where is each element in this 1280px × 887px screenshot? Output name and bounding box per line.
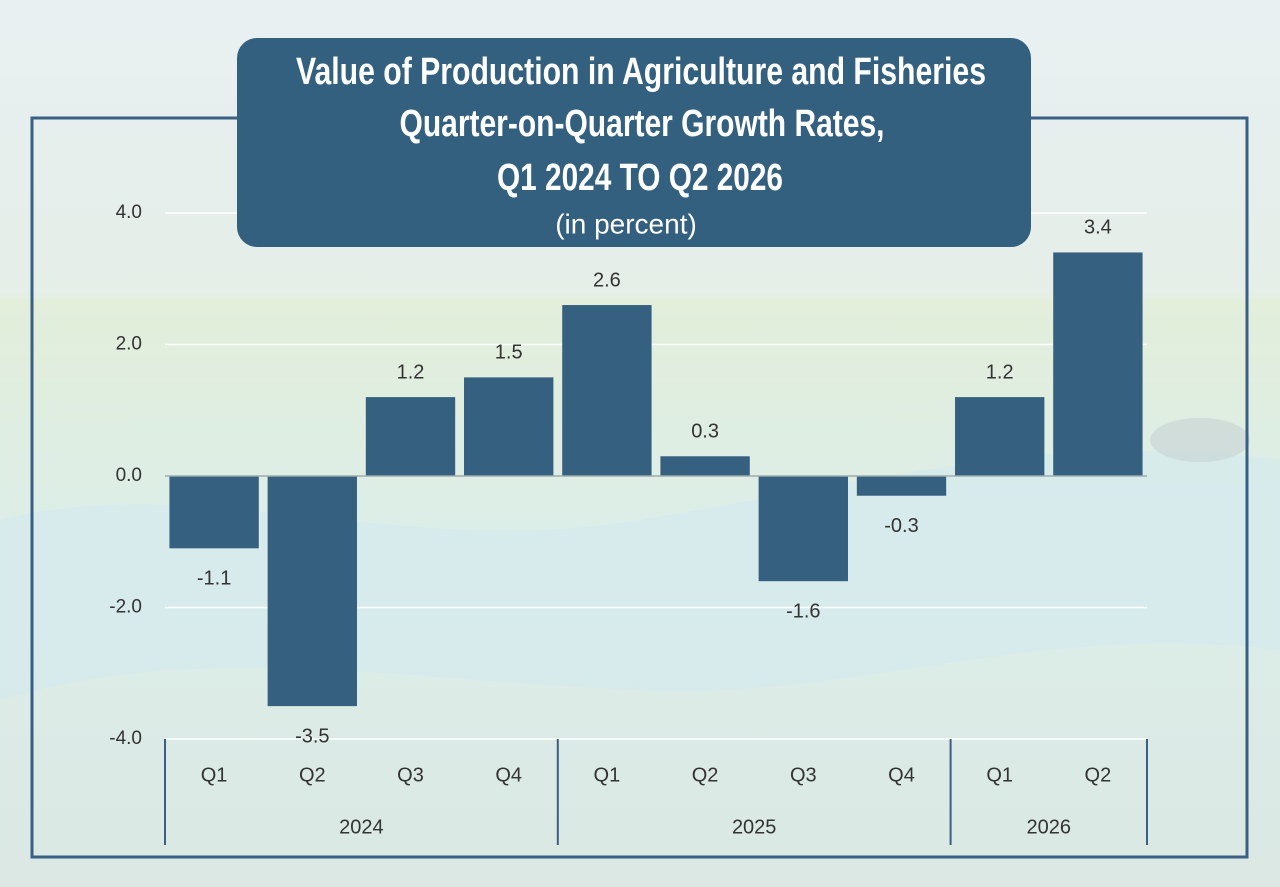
chart-title-line: Quarter-on-Quarter Growth Rates, [400, 103, 885, 145]
bar [1053, 252, 1143, 476]
chart-title-line: Value of Production in Agriculture and F… [296, 51, 986, 93]
x-tick-label: Q4 [495, 764, 522, 786]
x-tick-label: Q3 [397, 764, 424, 786]
x-tick-label: Q1 [986, 764, 1013, 786]
data-label: -3.5 [295, 725, 329, 747]
data-label: -0.3 [884, 515, 918, 537]
y-tick-label: -2.0 [109, 597, 142, 618]
x-tick-label: Q3 [790, 764, 817, 786]
bar [267, 476, 357, 707]
data-label: 0.3 [691, 421, 719, 443]
rock-decoration [1150, 418, 1250, 462]
y-tick-label: -4.0 [109, 728, 142, 749]
y-tick-label: 0.0 [116, 465, 142, 486]
x-group-label: 2025 [732, 816, 777, 838]
y-tick-label: 4.0 [116, 202, 142, 223]
x-tick-label: Q2 [299, 764, 326, 786]
data-label: 2.6 [593, 269, 621, 291]
data-label: 1.2 [986, 361, 1014, 383]
bar [562, 305, 652, 476]
x-tick-label: Q1 [594, 764, 621, 786]
bar [758, 476, 848, 582]
x-tick-label: Q2 [1085, 764, 1112, 786]
data-label: -1.1 [197, 568, 231, 590]
title-box [237, 38, 1031, 247]
x-tick-label: Q2 [692, 764, 719, 786]
bar [169, 476, 259, 549]
x-tick-label: Q1 [201, 764, 228, 786]
x-tick-label: Q4 [888, 764, 915, 786]
chart-subtitle: (in percent) [555, 208, 697, 239]
data-label: -1.6 [786, 600, 820, 622]
plot-area: -4.0 -2.0 0.0 2.0 4.0 Q1 -1.1 Q2 -3.5 Q3 1.2 Q4 1.5 Q… [109, 202, 1148, 845]
data-label: 1.5 [495, 342, 523, 364]
bar [464, 377, 554, 476]
x-group-label: 2024 [339, 816, 384, 838]
data-label: 1.2 [397, 361, 425, 383]
chart-title-line: Q1 2024 TO Q2 2026 [497, 157, 783, 199]
bar [365, 397, 456, 476]
bar [856, 476, 947, 496]
bar [955, 397, 1045, 476]
bar [660, 456, 750, 476]
data-label: 3.4 [1084, 217, 1112, 239]
x-group-label: 2026 [1027, 816, 1072, 838]
y-tick-label: 2.0 [116, 334, 142, 355]
